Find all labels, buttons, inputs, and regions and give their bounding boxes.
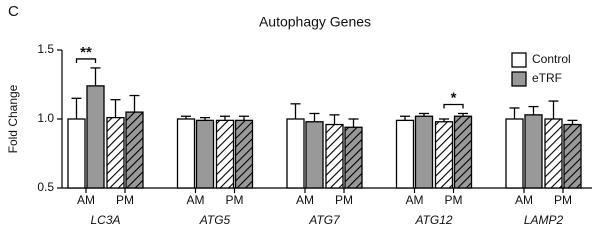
subgroup-label: AM xyxy=(296,193,314,207)
subgroup-label: AM xyxy=(187,193,205,207)
bar xyxy=(215,119,235,189)
subgroup-label: PM xyxy=(226,193,244,207)
bar xyxy=(106,116,125,189)
bar xyxy=(563,123,582,189)
subgroup-label: PM xyxy=(116,193,134,207)
legend-swatch xyxy=(511,71,527,87)
y-tick-label: 1.5 xyxy=(37,42,54,56)
legend-swatch xyxy=(511,52,527,68)
bar xyxy=(414,115,434,189)
category-label: ATG12 xyxy=(414,213,452,227)
y-tick-label: 1.0 xyxy=(37,111,54,125)
bar xyxy=(453,115,473,189)
bar xyxy=(195,119,215,189)
bar xyxy=(434,121,454,189)
bar xyxy=(524,114,543,189)
bar xyxy=(344,126,363,189)
bar xyxy=(544,118,563,189)
category-label: LC3A xyxy=(90,213,120,227)
bar xyxy=(86,85,105,189)
subgroup-label: AM xyxy=(515,193,533,207)
bar xyxy=(286,118,305,189)
legend-label: eTRF xyxy=(532,71,562,85)
y-tick-label: 0.5 xyxy=(37,180,54,194)
significance-label: ** xyxy=(80,44,92,61)
subgroup-label: AM xyxy=(77,193,95,207)
significance-label: * xyxy=(451,89,457,106)
subgroup-label: PM xyxy=(554,193,572,207)
subgroup-label: AM xyxy=(406,193,424,207)
significance-bracket xyxy=(443,103,464,109)
bar xyxy=(234,119,254,189)
legend-label: Control xyxy=(532,52,571,66)
significance-bracket xyxy=(75,58,97,63)
bar xyxy=(67,118,86,189)
category-label: LAMP2 xyxy=(524,213,564,227)
bar xyxy=(305,121,324,189)
subgroup-label: PM xyxy=(335,193,353,207)
panel-label: C xyxy=(8,3,19,20)
bar xyxy=(505,118,524,189)
bar xyxy=(395,119,415,189)
y-axis-label: Fold Change xyxy=(6,84,20,153)
bar xyxy=(325,123,344,189)
subgroup-label: PM xyxy=(445,193,463,207)
category-label: ATG7 xyxy=(308,213,341,227)
category-label: ATG5 xyxy=(199,213,231,227)
bar xyxy=(125,111,144,189)
chart-title: Autophagy Genes xyxy=(259,14,371,30)
bar xyxy=(176,118,196,189)
